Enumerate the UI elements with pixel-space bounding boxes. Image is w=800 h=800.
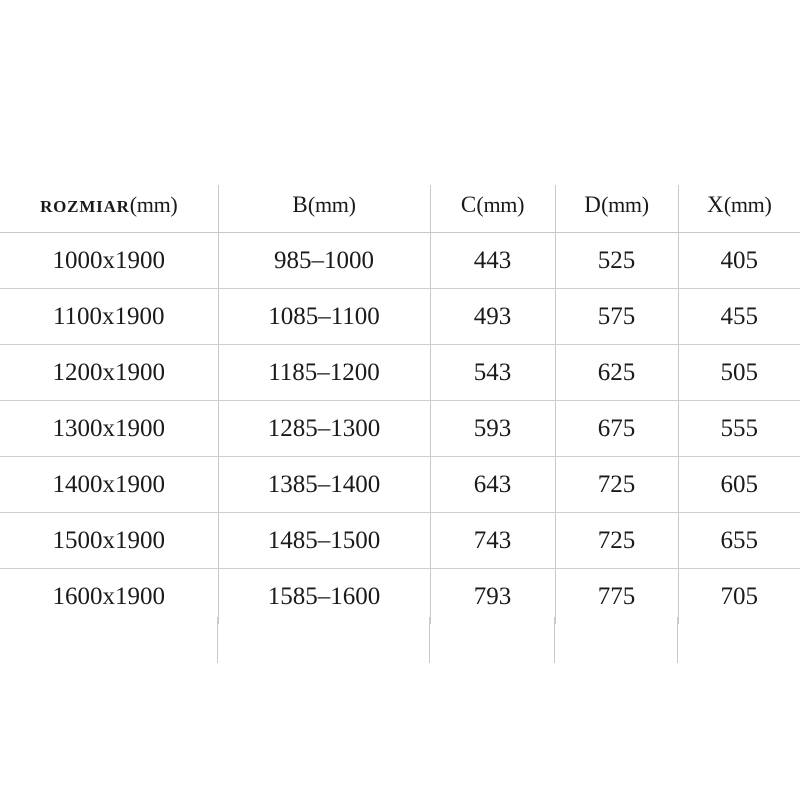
cell-x: 555 (678, 400, 800, 457)
cell-c: 543 (430, 344, 556, 401)
table-header: ROZMIAR(mm) B(mm) C(mm) D(mm) X(mm) (0, 178, 800, 233)
cell-c: 593 (430, 400, 556, 457)
column-header-d-unit: (mm) (601, 192, 649, 217)
table-row: 1200x1900 1185–1200 543 625 505 (0, 344, 800, 401)
cell-x: 655 (678, 512, 800, 569)
specification-table: ROZMIAR(mm) B(mm) C(mm) D(mm) X(mm) 1000… (0, 178, 800, 624)
cell-d: 725 (555, 512, 679, 569)
cell-rozmiar: 1300x1900 (0, 400, 219, 457)
specification-table-container: ROZMIAR(mm) B(mm) C(mm) D(mm) X(mm) 1000… (0, 178, 800, 663)
column-header-c: C(mm) (430, 178, 556, 233)
column-header-c-label: C (460, 192, 477, 217)
table-row: 1400x1900 1385–1400 643 725 605 (0, 456, 800, 513)
column-header-x: X(mm) (678, 178, 800, 233)
column-header-b-unit: (mm) (307, 192, 356, 217)
cell-rozmiar: 1400x1900 (0, 456, 219, 513)
cell-rozmiar: 1000x1900 (0, 232, 219, 289)
cell-x: 505 (678, 344, 800, 401)
cell-d: 575 (555, 288, 679, 345)
table-row: 1500x1900 1485–1500 743 725 655 (0, 512, 800, 569)
cell-d: 675 (555, 400, 679, 457)
cell-c: 743 (430, 512, 556, 569)
cell-rozmiar: 1100x1900 (0, 288, 219, 345)
table-row: 1000x1900 985–1000 443 525 405 (0, 232, 800, 289)
cell-b: 1385–1400 (218, 456, 431, 513)
cell-b: 1585–1600 (218, 568, 431, 624)
header-rule-top-mask (0, 178, 800, 185)
cell-c: 793 (430, 568, 556, 624)
column-header-d: D(mm) (555, 178, 679, 233)
cell-d: 725 (555, 456, 679, 513)
cell-b: 1085–1100 (218, 288, 431, 345)
column-header-c-unit: (mm) (476, 192, 525, 217)
cell-d: 625 (555, 344, 679, 401)
cell-b: 1285–1300 (218, 400, 431, 457)
column-header-x-unit: (mm) (723, 192, 772, 217)
table-row: 1600x1900 1585–1600 793 775 705 (0, 568, 800, 624)
column-header-b-label: B (292, 192, 308, 217)
cell-rozmiar: 1500x1900 (0, 512, 219, 569)
cell-c: 493 (430, 288, 556, 345)
table-row: 1100x1900 1085–1100 493 575 455 (0, 288, 800, 345)
cell-b: 1485–1500 (218, 512, 431, 569)
cell-d: 775 (555, 568, 679, 624)
cell-x: 605 (678, 456, 800, 513)
column-header-rozmiar-unit: (mm) (129, 192, 178, 217)
cell-x: 455 (678, 288, 800, 345)
column-header-d-label: D (584, 192, 602, 217)
column-header-b: B(mm) (218, 178, 431, 233)
cell-c: 443 (430, 232, 556, 289)
column-header-rozmiar-label: ROZMIAR (40, 197, 130, 216)
table-header-row: ROZMIAR(mm) B(mm) C(mm) D(mm) X(mm) (0, 178, 800, 233)
cell-rozmiar: 1200x1900 (0, 344, 219, 401)
column-header-x-label: X (707, 192, 724, 217)
cell-x: 405 (678, 232, 800, 289)
cell-c: 643 (430, 456, 556, 513)
cell-b: 1185–1200 (218, 344, 431, 401)
cell-rozmiar: 1600x1900 (0, 568, 219, 624)
cell-x: 705 (678, 568, 800, 624)
cell-b: 985–1000 (218, 232, 431, 289)
cell-d: 525 (555, 232, 679, 289)
table-row: 1300x1900 1285–1300 593 675 555 (0, 400, 800, 457)
table-body: 1000x1900 985–1000 443 525 405 1100x1900… (0, 232, 800, 624)
column-header-rozmiar: ROZMIAR(mm) (0, 178, 219, 233)
